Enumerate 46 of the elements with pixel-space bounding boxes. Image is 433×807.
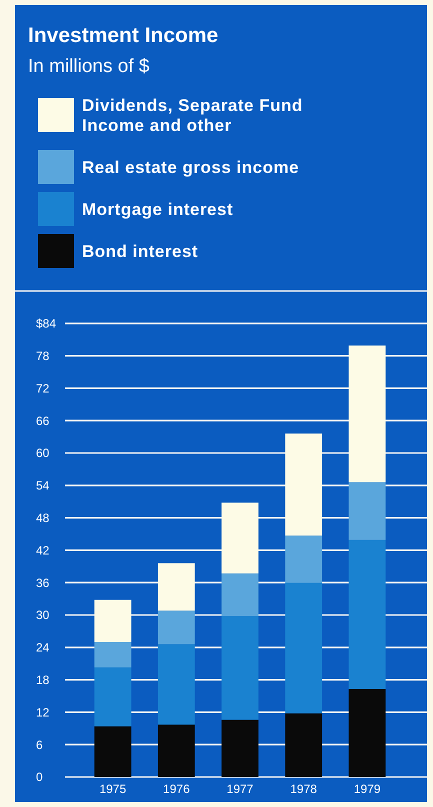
bar — [158, 644, 195, 725]
y-tick-label: 72 — [36, 381, 50, 396]
bar — [222, 573, 258, 616]
y-tick-label: 24 — [36, 640, 50, 655]
chart-title: Investment Income — [28, 24, 218, 47]
legend-label: Dividends, Separate Fund Income and other — [82, 96, 303, 135]
bar — [158, 724, 195, 777]
y-tick-label: 54 — [36, 478, 50, 493]
bar — [94, 726, 132, 777]
y-tick-label: 42 — [36, 543, 50, 558]
y-tick-label: 66 — [36, 414, 50, 428]
y-tick-label: 30 — [36, 608, 50, 622]
bar — [222, 720, 258, 777]
bar — [94, 642, 132, 668]
bar — [94, 667, 132, 726]
x-tick-label: 1977 — [226, 782, 254, 796]
y-tick-label: 36 — [36, 576, 50, 590]
x-tick-label: 1979 — [354, 782, 381, 796]
bar — [348, 688, 386, 777]
legend-label: Real estate gross income — [82, 158, 300, 177]
bar — [158, 610, 195, 644]
bar — [348, 346, 386, 482]
x-tick-label: 1976 — [163, 782, 190, 796]
bar — [158, 563, 195, 611]
y-tick-label: $84 — [36, 316, 56, 331]
bar — [348, 540, 386, 689]
bar — [285, 536, 322, 583]
y-tick-label: 60 — [36, 446, 50, 460]
x-tick-label: 1975 — [99, 782, 126, 796]
bar — [222, 502, 258, 574]
y-tick-label: 18 — [36, 673, 50, 687]
y-tick-label: 12 — [36, 705, 50, 720]
y-tick-label: 78 — [36, 349, 50, 363]
legend-label: Mortgage interest — [82, 200, 234, 219]
bar — [348, 482, 386, 540]
bar — [285, 713, 322, 777]
y-tick-label: 0 — [36, 770, 43, 784]
y-tick-label: 48 — [36, 511, 50, 525]
bar — [94, 600, 132, 642]
bar — [285, 582, 322, 714]
bar — [285, 434, 322, 536]
x-tick-label: 1978 — [290, 782, 318, 796]
y-tick-label: 6 — [36, 738, 43, 752]
legend-label: Bond interest — [82, 242, 198, 261]
chart-subtitle: In millions of $ — [28, 56, 150, 77]
bar — [222, 616, 258, 720]
